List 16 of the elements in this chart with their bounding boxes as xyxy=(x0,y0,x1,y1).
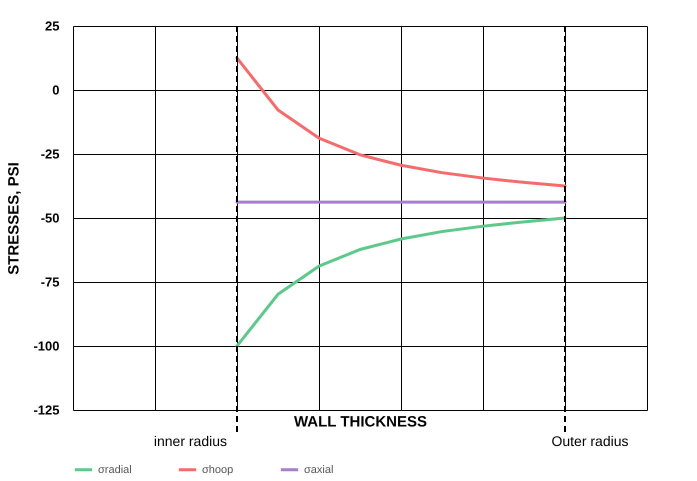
y-tick-label: 25 xyxy=(45,18,60,34)
text: Outer radius xyxy=(551,433,629,449)
legend-label: σaxial xyxy=(304,464,334,476)
y-tick-label: -75 xyxy=(40,274,60,290)
y-tick-label: -25 xyxy=(40,146,60,162)
x-axis-title: WALL THICKNESS xyxy=(294,414,428,430)
line-series xyxy=(236,216,566,348)
y-tick-label: 0 xyxy=(52,82,60,98)
text: inner radius xyxy=(154,433,227,449)
y-tick-label: -50 xyxy=(40,210,60,226)
line-series xyxy=(236,56,566,188)
y-tick-label: -125 xyxy=(33,402,60,418)
legend-label: σhoop xyxy=(202,464,234,476)
legend-label: σradial xyxy=(98,464,132,476)
y-tick-label: -100 xyxy=(33,338,60,354)
y-axis-title: STRESSES, PSI xyxy=(5,162,22,275)
